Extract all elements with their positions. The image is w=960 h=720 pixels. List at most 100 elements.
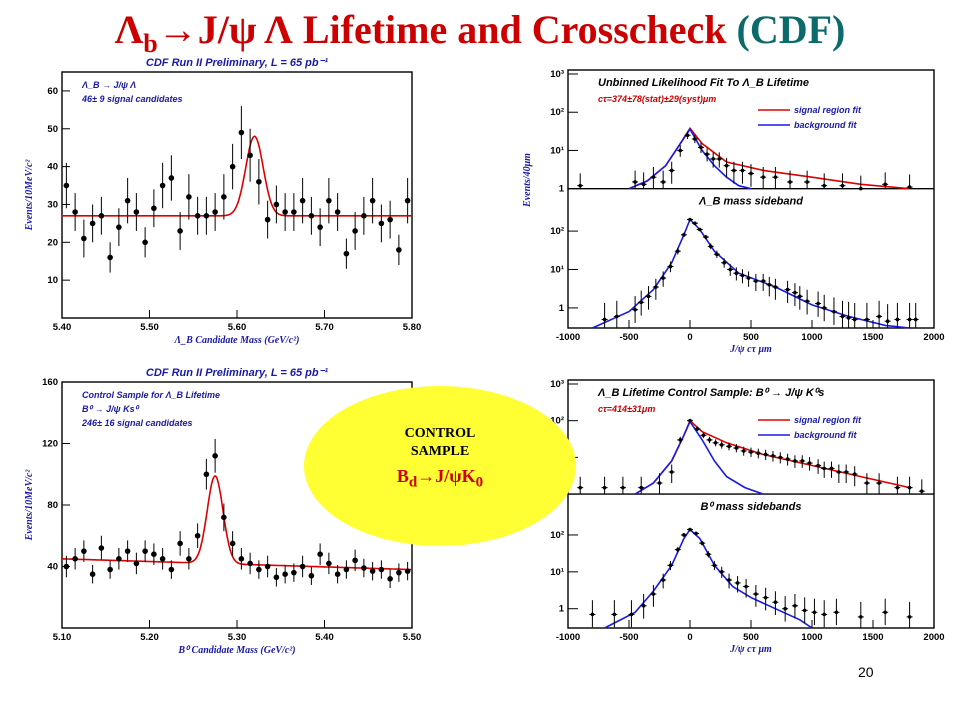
data-point (773, 285, 778, 289)
data-point (273, 201, 280, 208)
data-point (865, 481, 869, 485)
data-point (735, 581, 740, 585)
y-tick-label: 10² (550, 226, 564, 237)
data-point (744, 584, 748, 589)
x-axis-label: J/ψ cτ μm (729, 644, 772, 655)
fit-curve (62, 135, 412, 217)
data-point (396, 247, 402, 253)
data-point (816, 463, 820, 468)
data-point (641, 603, 646, 608)
data-point (177, 540, 183, 547)
data-point (629, 612, 634, 617)
data-point (168, 566, 175, 573)
background-fit-curve (604, 528, 813, 629)
data-point (264, 563, 271, 570)
data-point (763, 595, 768, 600)
annotation-0: Control Sample for Λ_B Lifetime (82, 390, 220, 400)
data-point (396, 569, 402, 576)
x-tick-label: -500 (619, 332, 638, 343)
data-point (264, 216, 271, 223)
data-point (706, 552, 711, 557)
x-tick-label: 5.50 (403, 632, 422, 643)
y-tick-label: 10² (550, 107, 564, 118)
data-point (913, 317, 918, 322)
data-point (699, 145, 703, 150)
annotation-0: Λ_B → J/ψ Λ (81, 80, 136, 90)
data-point (578, 485, 582, 490)
data-point (168, 175, 175, 181)
decay-label: Bd→J/ψK0 (304, 466, 576, 492)
x-tick-label: 1000 (801, 632, 822, 643)
data-point (203, 213, 210, 219)
data-point (802, 608, 807, 613)
data-point (194, 532, 201, 539)
data-point (685, 133, 690, 138)
decay-zero: 0 (475, 474, 484, 491)
data-point (734, 271, 739, 276)
data-point (840, 314, 845, 319)
data-point (740, 273, 745, 278)
legend-label: background fit (794, 430, 858, 440)
data-point (812, 610, 817, 615)
plot-title: Λ_B Lifetime Control Sample: B⁰ → J/ψ K⁰… (597, 387, 824, 399)
x-tick-label: 5.40 (53, 322, 72, 333)
data-point (98, 545, 105, 551)
data-point (885, 319, 890, 324)
data-point (724, 163, 729, 168)
data-point (788, 180, 792, 184)
data-point (883, 610, 887, 615)
data-point (722, 260, 726, 265)
data-point (291, 209, 297, 215)
data-point (697, 227, 702, 232)
data-point (741, 449, 746, 453)
data-point (852, 472, 857, 476)
data-point (63, 182, 70, 189)
run-label: CDF Run II Preliminary, L = 65 pb⁻¹ (146, 57, 328, 69)
page-number: 20 (858, 664, 874, 680)
data-point (186, 556, 192, 562)
x-axis-label: Λ_B Candidate Mass (GeV/c²) (174, 335, 300, 346)
data-point (761, 175, 765, 179)
data-point (682, 233, 686, 237)
data-point (361, 213, 367, 219)
data-point (883, 182, 887, 187)
data-point (308, 213, 315, 219)
data-point (133, 560, 140, 567)
data-point (612, 612, 617, 617)
data-point (107, 566, 113, 573)
data-point (308, 572, 315, 579)
data-point (317, 224, 323, 230)
ctau-annotation: cτ=414±31μm (598, 404, 655, 414)
data-point (203, 471, 210, 478)
data-point (343, 250, 350, 257)
data-point (661, 578, 665, 582)
data-point (639, 485, 643, 490)
data-point (754, 592, 758, 596)
data-point (116, 556, 122, 562)
data-point (907, 485, 912, 490)
x-tick-label: -1000 (556, 632, 580, 643)
data-point (676, 547, 680, 552)
data-point (859, 615, 863, 619)
data-point (633, 307, 637, 312)
data-point (678, 438, 683, 442)
data-point (641, 182, 646, 187)
data-point (920, 489, 924, 493)
data-point (133, 209, 140, 215)
data-point (773, 600, 778, 605)
data-point (229, 540, 236, 547)
data-point (221, 194, 227, 200)
data-point (719, 570, 724, 574)
data-point (771, 454, 775, 458)
data-point (651, 175, 656, 179)
data-point (212, 209, 218, 215)
data-point (793, 290, 797, 295)
y-axis-label: Events/10MeV/c² (24, 159, 35, 232)
data-point (81, 548, 87, 554)
data-point (177, 228, 183, 234)
data-point (299, 197, 306, 204)
data-point (785, 287, 790, 292)
legend-label: background fit (794, 120, 858, 130)
title-subscript: b (143, 29, 158, 58)
